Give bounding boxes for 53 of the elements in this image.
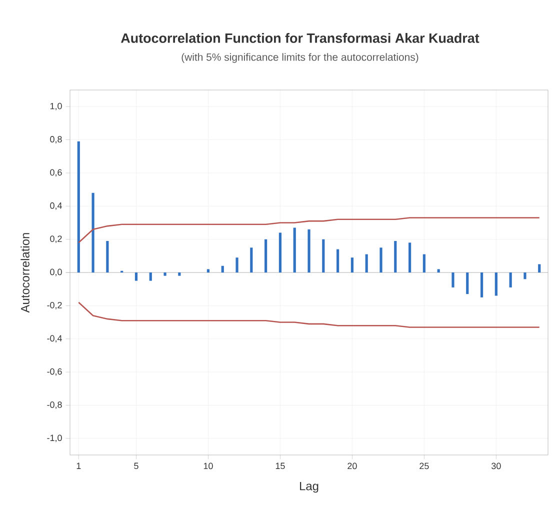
bar [480, 272, 484, 298]
y-tick-label: 0,4 [50, 202, 62, 210]
y-tick-label: -1,0 [47, 434, 62, 442]
chart-subtitle: (with 5% significance limits for the autocorrelations) [182, 53, 418, 63]
bar [322, 239, 325, 272]
x-tick-label: 25 [420, 462, 429, 470]
bar [250, 248, 253, 272]
y-tick-label: 0,0 [50, 268, 62, 276]
bar [236, 258, 238, 272]
y-tick-label: 0,8 [50, 136, 62, 144]
y-axis-title: Autocorrelation [20, 233, 30, 313]
bar [394, 240, 397, 272]
bar [350, 258, 354, 272]
bar [106, 240, 109, 272]
bar [422, 254, 426, 272]
bar [278, 232, 282, 272]
x-tick-label: 30 [492, 462, 501, 470]
bar [437, 269, 440, 272]
x-tick-label: 15 [276, 462, 285, 470]
bar [308, 229, 310, 272]
bar [293, 228, 296, 272]
bar [149, 272, 152, 281]
bar [178, 272, 181, 276]
chart-title: Autocorrelation Function for Transformasi Akar Kuadrat [120, 33, 480, 43]
bar [452, 272, 454, 288]
y-tick-label: -0,6 [47, 368, 62, 376]
x-tick-label: 20 [348, 462, 357, 470]
bar [221, 266, 224, 272]
bar [538, 264, 541, 272]
x-tick-label: 1 [76, 462, 81, 469]
y-tick-label: -0,4 [47, 335, 62, 343]
y-tick-label: 1,0 [50, 102, 62, 110]
bar [494, 272, 498, 296]
y-tick-label: -0,8 [47, 402, 62, 409]
bar [77, 141, 80, 272]
y-tick-label: 0,6 [50, 169, 62, 177]
bar [264, 239, 268, 272]
y-tick-label: -0,2 [47, 302, 62, 310]
bar [92, 192, 94, 272]
bar [164, 272, 166, 276]
bar [408, 242, 412, 272]
y-tick-label: 0,2 [50, 236, 62, 244]
bar [206, 269, 210, 272]
x-tick-label: 10 [204, 462, 213, 470]
x-axis-title: Lag [300, 482, 318, 493]
bar [509, 272, 512, 288]
bar [524, 272, 526, 280]
x-tick-label: 5 [134, 462, 138, 470]
bar [466, 272, 469, 294]
bar [365, 254, 368, 272]
bar [336, 249, 340, 272]
bar [134, 272, 138, 281]
bar [380, 248, 382, 272]
